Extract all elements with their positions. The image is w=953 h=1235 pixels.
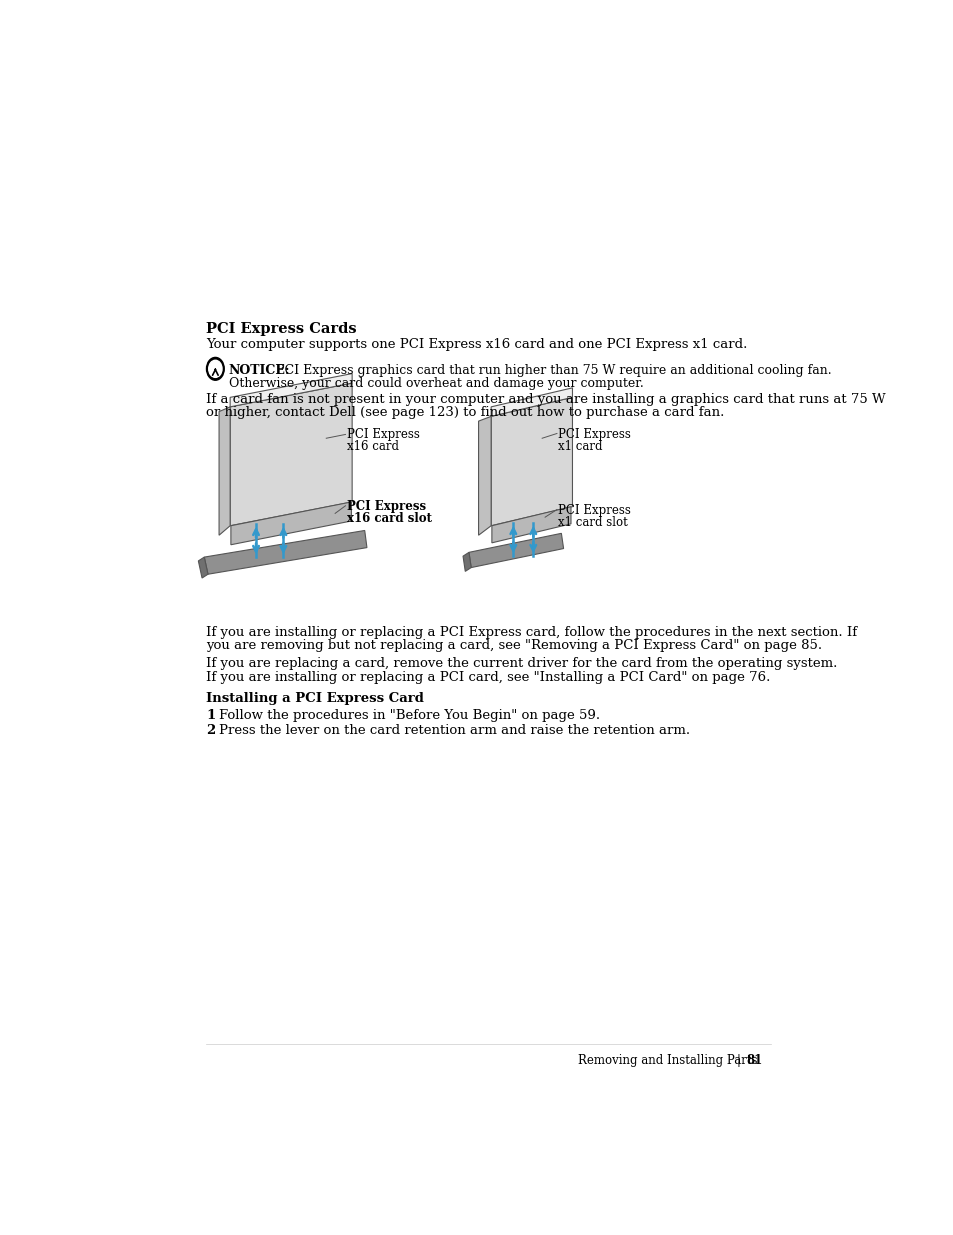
Text: 2: 2 <box>206 725 215 737</box>
Text: x1 card slot: x1 card slot <box>558 516 627 530</box>
Polygon shape <box>491 398 572 526</box>
Text: If you are replacing a card, remove the current driver for the card from the ope: If you are replacing a card, remove the … <box>206 657 837 669</box>
Polygon shape <box>231 501 351 545</box>
Polygon shape <box>478 416 491 535</box>
Text: Follow the procedures in "Before You Begin" on page 59.: Follow the procedures in "Before You Beg… <box>219 709 599 722</box>
Text: Installing a PCI Express Card: Installing a PCI Express Card <box>206 692 424 705</box>
Text: x1 card: x1 card <box>558 440 602 453</box>
Polygon shape <box>198 557 208 578</box>
Text: PCI Express: PCI Express <box>347 427 419 441</box>
Text: Your computer supports one PCI Express x16 card and one PCI Express x1 card.: Your computer supports one PCI Express x… <box>206 338 747 352</box>
Text: If you are installing or replacing a PCI Express card, follow the procedures in : If you are installing or replacing a PCI… <box>206 626 857 638</box>
Text: |: | <box>736 1053 740 1067</box>
Text: 1: 1 <box>206 709 215 722</box>
Text: PCI Express graphics card that run higher than 75 W require an additional coolin: PCI Express graphics card that run highe… <box>272 364 830 377</box>
Text: Removing and Installing Parts: Removing and Installing Parts <box>577 1053 757 1067</box>
Text: NOTICE:: NOTICE: <box>229 364 290 377</box>
Polygon shape <box>230 383 352 526</box>
Text: or higher, contact Dell (see page 123) to find out how to purchase a card fan.: or higher, contact Dell (see page 123) t… <box>206 406 724 419</box>
Text: Press the lever on the card retention arm and raise the retention arm.: Press the lever on the card retention ar… <box>219 725 689 737</box>
Text: you are removing but not replacing a card, see "Removing a PCI Express Card" on : you are removing but not replacing a car… <box>206 638 821 652</box>
Polygon shape <box>230 373 352 406</box>
Text: x16 card: x16 card <box>347 440 398 453</box>
Circle shape <box>209 361 222 378</box>
Polygon shape <box>204 531 367 574</box>
Text: PCI Express Cards: PCI Express Cards <box>206 322 356 336</box>
Text: PCI Express: PCI Express <box>347 500 426 513</box>
Polygon shape <box>492 506 571 543</box>
Polygon shape <box>469 534 563 568</box>
Text: 81: 81 <box>745 1053 761 1067</box>
Text: PCI Express: PCI Express <box>558 427 631 441</box>
Text: PCI Express: PCI Express <box>558 504 631 517</box>
Text: Otherwise, your card could overheat and damage your computer.: Otherwise, your card could overheat and … <box>229 378 642 390</box>
Text: If you are installing or replacing a PCI card, see "Installing a PCI Card" on pa: If you are installing or replacing a PCI… <box>206 672 770 684</box>
Polygon shape <box>491 388 572 416</box>
Polygon shape <box>462 552 471 572</box>
Circle shape <box>206 357 224 380</box>
Text: x16 card slot: x16 card slot <box>347 513 432 525</box>
Text: If a card fan is not present in your computer and you are installing a graphics : If a card fan is not present in your com… <box>206 393 885 405</box>
Polygon shape <box>219 406 230 535</box>
